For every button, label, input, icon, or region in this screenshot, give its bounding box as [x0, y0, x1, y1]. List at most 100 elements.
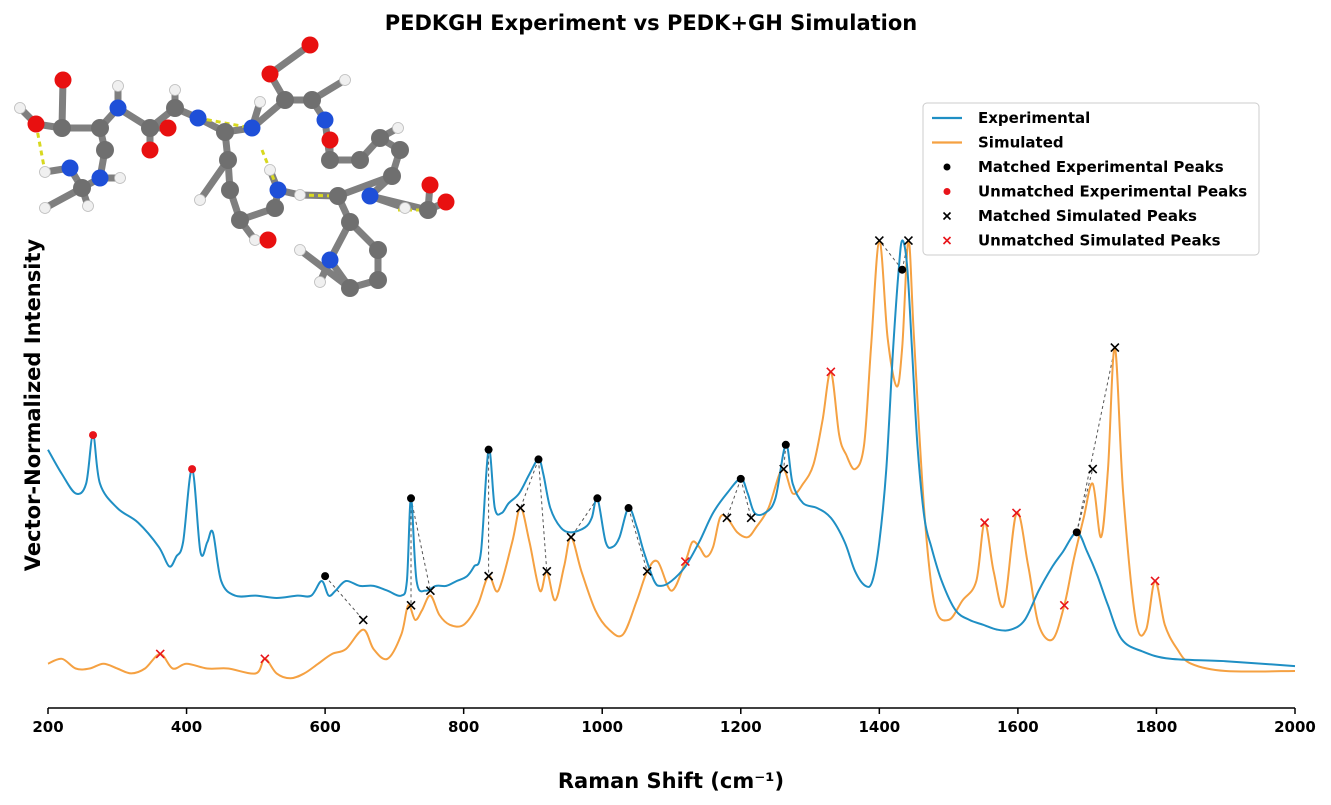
legend-item: Matched Experimental Peaks [943, 158, 1224, 176]
matched-experimental-peak [534, 455, 543, 464]
matched-simulated-peak [1110, 342, 1120, 353]
molecule-atom [194, 194, 206, 206]
matched-experimental-peak [407, 494, 416, 503]
legend-label: Unmatched Simulated Peaks [978, 232, 1221, 250]
legend-label: Experimental [978, 109, 1090, 127]
legend-label: Matched Experimental Peaks [978, 158, 1224, 176]
unmatched-simulated-peak [1059, 600, 1069, 610]
unmatched-simulated-peak [155, 649, 165, 659]
legend-label: Matched Simulated Peaks [978, 207, 1197, 225]
matched-experimental-peak [898, 265, 907, 274]
legend-item: Matched Simulated Peaks [942, 207, 1197, 225]
matched-simulated-peak [566, 532, 576, 542]
molecule-atom [301, 36, 319, 54]
molecule-atom [399, 202, 411, 214]
legend: Experimental Simulated Matched Experimenta… [922, 102, 1260, 256]
x-tick-label: 1400 [858, 718, 900, 736]
matched-experimental-peak [484, 445, 493, 454]
unmatched-simulated-peak [260, 654, 270, 664]
peak-connector [410, 498, 431, 591]
y-axis-label: Vector-Normalized Intensity [21, 239, 45, 572]
molecule-atom [321, 131, 339, 149]
molecule-atom [351, 151, 369, 169]
matched-experimental-peak [781, 440, 790, 449]
series-line-experimental [47, 239, 1296, 668]
molecule-atom [159, 119, 177, 137]
chart-title: PEDKGH Experiment vs PEDK+GH Simulation [385, 11, 918, 35]
peak-connector [628, 507, 648, 572]
x-tick-label: 400 [171, 718, 202, 736]
unmatched-experimental-peak [188, 465, 197, 474]
molecule-atom [264, 164, 276, 176]
molecule-atom [91, 119, 109, 137]
matched-simulated-peak [1088, 464, 1098, 474]
x-tick-label: 1800 [1136, 718, 1178, 736]
peak-connector [1076, 347, 1116, 533]
molecule-bond [366, 192, 432, 214]
matched-experimental-peak [736, 474, 745, 483]
legend-frame [922, 102, 1260, 256]
molecule-atom [53, 119, 71, 137]
molecule-atom [109, 99, 127, 117]
legend-label: Unmatched Experimental Peaks [978, 183, 1247, 201]
molecule-atom [231, 211, 249, 229]
legend-item: Unmatched Simulated Peaks [942, 232, 1221, 250]
molecule-atom [339, 74, 351, 86]
x-tick-label: 800 [448, 718, 479, 736]
molecule-atom [392, 122, 404, 134]
unmatched-simulated-peak [680, 556, 690, 567]
molecule-atom [266, 199, 284, 217]
matched-simulated-peak [358, 615, 368, 625]
molecule-atom [112, 80, 124, 92]
molecule-atom [437, 193, 455, 211]
peak-connector [740, 478, 752, 518]
molecule-atom [54, 71, 72, 89]
molecule-atom [329, 187, 347, 205]
unmatched-simulated-peak [1150, 576, 1160, 586]
molecule-atom [294, 189, 306, 201]
molecule-atom [141, 141, 159, 159]
molecule-atom [114, 172, 126, 184]
molecule-atom [14, 102, 26, 114]
molecule-atom [419, 201, 437, 219]
legend-item: Simulated [932, 134, 1064, 152]
x-tick-label: 200 [32, 718, 63, 736]
hydrogen-bond [34, 123, 47, 173]
peak-connector [1076, 468, 1094, 533]
matched-experimental-peak [1072, 528, 1081, 537]
molecule-atom [269, 181, 287, 199]
molecule-atom [259, 231, 277, 249]
molecule-atom [276, 91, 294, 109]
molecule-atom [61, 159, 79, 177]
peak-connectors [324, 240, 1116, 621]
matched-simulated-peak [406, 600, 416, 610]
molecule-atom [371, 129, 389, 147]
peak-connector [520, 459, 539, 509]
molecule-atom [321, 251, 339, 269]
matched-simulated-peak [425, 586, 435, 596]
x-tick-label: 600 [309, 718, 340, 736]
matched-experimental-peak [593, 494, 602, 503]
matched-simulated-peak [542, 566, 552, 576]
matched-experimental-peak [624, 504, 633, 513]
molecule-atom [189, 109, 207, 127]
molecule-atom [39, 202, 51, 214]
plot-area [47, 235, 1296, 680]
matched-simulated-peak [722, 513, 732, 523]
matched-simulated-peak [874, 235, 884, 246]
molecule-atom [383, 167, 401, 185]
molecule-bond [296, 246, 354, 292]
molecule-atom [141, 119, 159, 137]
molecule-atom [96, 141, 114, 159]
molecule-atom [91, 169, 109, 187]
molecule-atom [321, 151, 339, 169]
legend-item: Experimental [932, 109, 1090, 127]
x-ticks: 200 400 600 800 1000 1200 1400 1600 1800 2000 [32, 708, 1316, 736]
matched-simulated-peak [642, 566, 652, 576]
molecule-atom [39, 166, 51, 178]
molecule-atom [221, 181, 239, 199]
molecule-atom [303, 91, 321, 109]
peak-connector [783, 444, 787, 470]
molecule-atom [73, 179, 91, 197]
